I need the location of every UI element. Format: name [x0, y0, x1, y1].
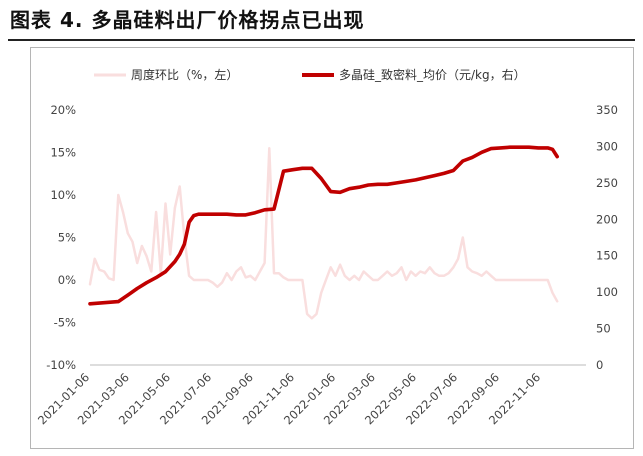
right-tick-label: 200 [596, 212, 618, 226]
left-tick-label: 5% [58, 231, 76, 245]
left-axis-ticks: -10% -5% 0% 5% 10% 15% 20% [46, 103, 76, 372]
right-tick-label: 50 [596, 322, 611, 336]
legend-label: 多晶硅_致密料_均价（元/kg，右） [339, 67, 526, 82]
right-tick-label: 250 [596, 176, 618, 190]
right-tick-label: 150 [596, 249, 618, 263]
right-tick-label: 350 [596, 103, 618, 117]
right-tick-label: 100 [596, 285, 618, 299]
figure-title: 图表 4. 多晶硅料出厂价格拐点已出现 [10, 8, 365, 32]
series-layer [88, 145, 560, 320]
left-tick-label: 15% [50, 146, 76, 160]
left-tick-label: -10% [46, 358, 76, 372]
left-tick-label: 20% [50, 103, 76, 117]
price-series-line [88, 145, 560, 306]
legend: 周度环比（%，左） 多晶硅_致密料_均价（元/kg，右） [94, 67, 526, 82]
left-tick-label: 0% [58, 273, 76, 287]
title-divider [8, 39, 635, 41]
chart-frame [30, 47, 634, 449]
right-axis-ticks: 0 50 100 150 200 250 300 350 [596, 103, 618, 372]
left-tick-label: 10% [50, 188, 76, 202]
legend-label: 周度环比（%，左） [131, 67, 238, 82]
right-tick-label: 300 [596, 139, 618, 153]
x-axis-ticks: 2021-01-062021-03-062021-05-062021-07-06… [35, 370, 543, 427]
weekly-change-series-line [88, 147, 559, 320]
right-tick-label: 0 [596, 358, 603, 372]
left-tick-label: -5% [54, 316, 76, 330]
